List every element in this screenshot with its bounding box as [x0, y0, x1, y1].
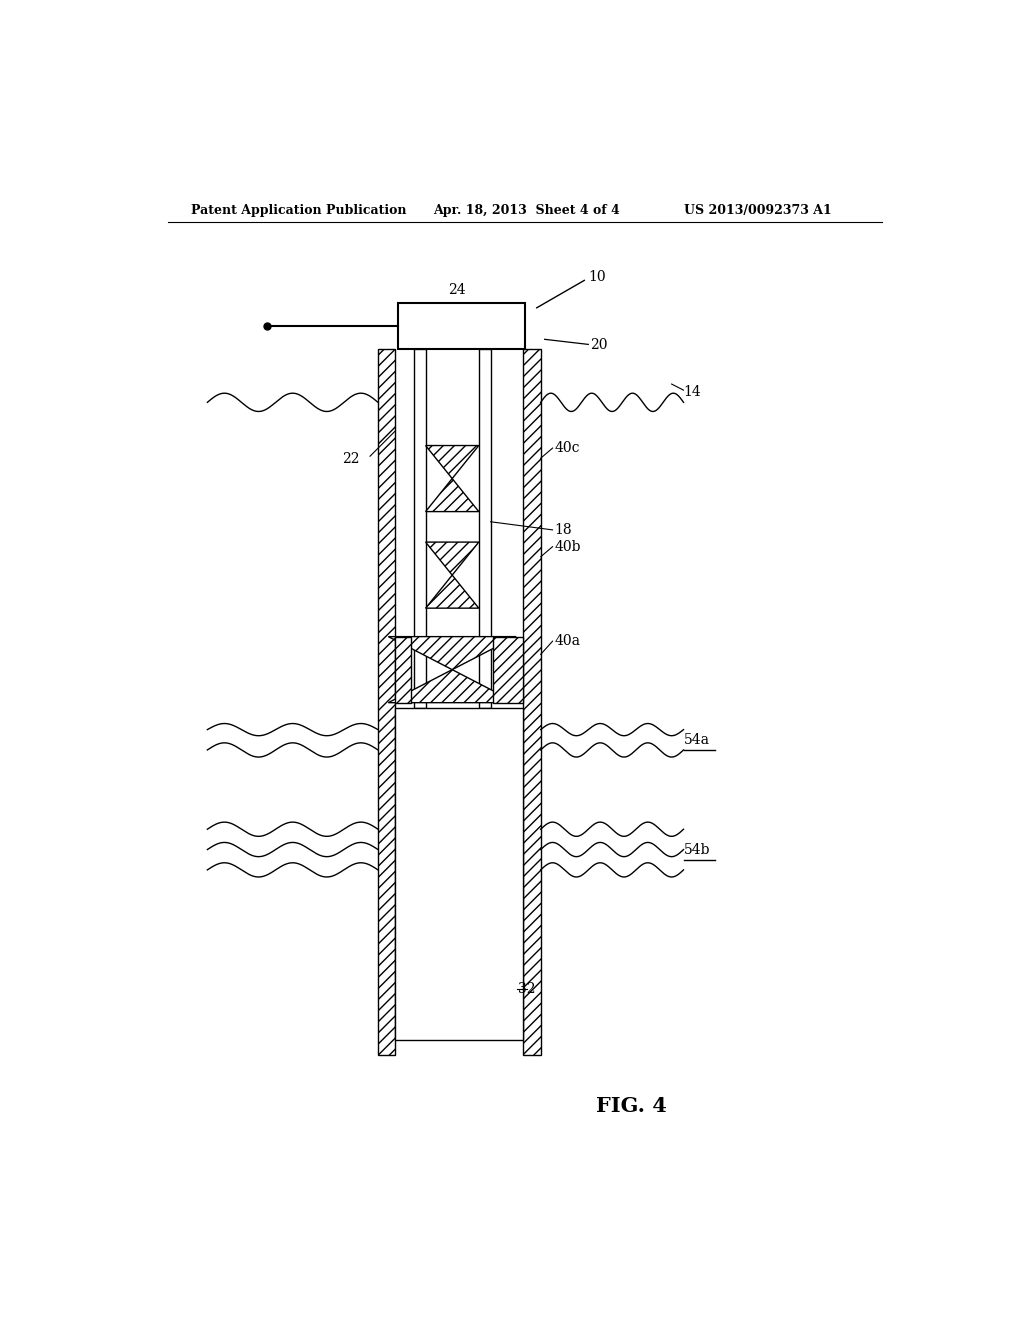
Polygon shape	[388, 636, 516, 669]
Polygon shape	[426, 576, 479, 609]
Polygon shape	[426, 446, 479, 479]
Text: FIG. 4: FIG. 4	[597, 1096, 668, 1115]
Text: 18: 18	[554, 523, 571, 537]
Text: 20: 20	[590, 338, 607, 352]
Text: 14: 14	[684, 385, 701, 399]
Text: Apr. 18, 2013  Sheet 4 of 4: Apr. 18, 2013 Sheet 4 of 4	[433, 205, 621, 216]
Text: 24: 24	[449, 282, 466, 297]
Bar	[397, 302, 524, 350]
Bar	[523, 350, 541, 1055]
Polygon shape	[426, 543, 479, 576]
Text: 32: 32	[518, 982, 536, 995]
Text: 40a: 40a	[554, 634, 581, 648]
Text: 40b: 40b	[554, 540, 581, 553]
Polygon shape	[426, 479, 479, 512]
Bar	[414, 350, 426, 708]
Text: 54b: 54b	[684, 842, 710, 857]
Text: US 2013/0092373 A1: US 2013/0092373 A1	[684, 205, 831, 216]
Bar	[395, 708, 523, 1040]
Text: Patent Application Publication: Patent Application Publication	[191, 205, 407, 216]
Bar	[378, 350, 395, 1055]
Bar	[479, 350, 490, 708]
Polygon shape	[388, 669, 516, 702]
Text: 22: 22	[342, 453, 359, 466]
Text: 54a: 54a	[684, 733, 710, 747]
Text: 40c: 40c	[554, 441, 580, 455]
Bar	[395, 636, 412, 702]
Bar	[494, 636, 523, 702]
Text: 10: 10	[588, 271, 606, 284]
